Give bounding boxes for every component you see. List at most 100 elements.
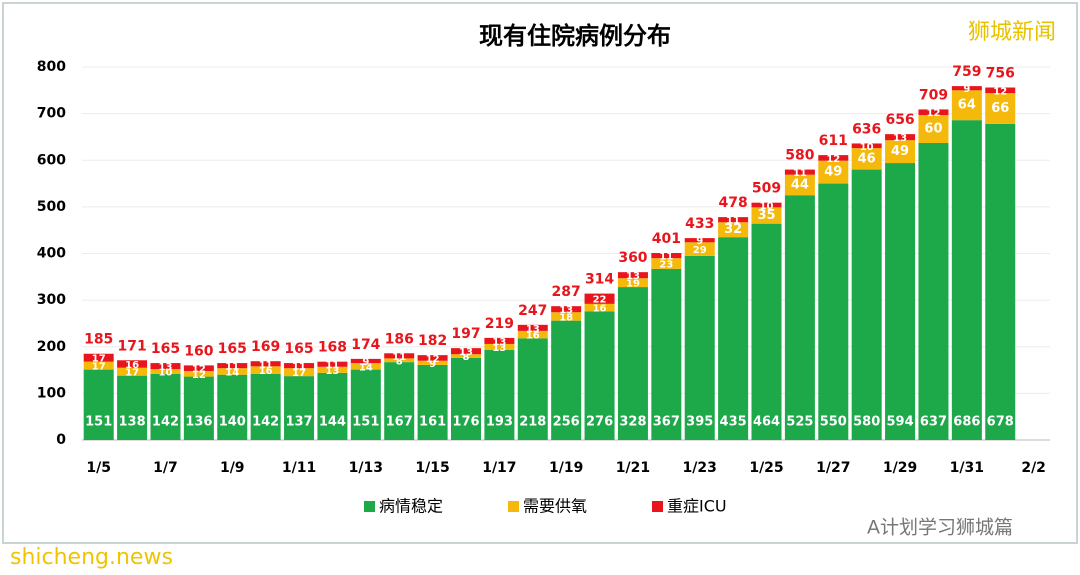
bar-segment bbox=[517, 338, 548, 440]
bar-segment bbox=[250, 366, 281, 374]
bar-segment bbox=[985, 123, 1016, 440]
bar-segment bbox=[217, 374, 248, 440]
x-tick-label: 1/15 bbox=[415, 460, 449, 476]
y-tick-label: 300 bbox=[37, 292, 66, 308]
bar-segment bbox=[384, 358, 415, 363]
total-label: 433 bbox=[685, 216, 714, 232]
segment-label: 151 bbox=[352, 415, 379, 430]
total-label: 509 bbox=[752, 181, 781, 197]
total-label: 182 bbox=[418, 333, 447, 349]
bar-segment bbox=[651, 258, 682, 269]
segment-label: 161 bbox=[419, 415, 446, 430]
segment-label: 13 bbox=[492, 337, 506, 348]
segment-label: 140 bbox=[219, 415, 246, 430]
bar-segment bbox=[150, 373, 181, 440]
bar-segment bbox=[918, 109, 949, 116]
total-label: 360 bbox=[618, 250, 647, 266]
y-tick-label: 400 bbox=[37, 246, 66, 262]
total-label: 314 bbox=[585, 272, 614, 288]
total-label: 185 bbox=[84, 332, 113, 348]
x-tick-label: 1/25 bbox=[749, 460, 783, 476]
segment-label: 66 bbox=[991, 101, 1009, 116]
segment-label: 16 bbox=[125, 360, 139, 371]
bar-segment bbox=[617, 272, 648, 279]
segment-label: 12 bbox=[192, 370, 206, 381]
segment-label: 13 bbox=[526, 324, 540, 335]
x-tick-label: 1/31 bbox=[950, 460, 984, 476]
segment-label: 11 bbox=[325, 360, 339, 371]
bar-segment bbox=[751, 223, 782, 440]
bar-segment bbox=[718, 237, 749, 440]
bar-segment bbox=[183, 376, 214, 440]
segment-label: 11 bbox=[659, 252, 673, 263]
bar-segment bbox=[751, 207, 782, 224]
bar-segment bbox=[117, 360, 148, 368]
segment-label: 9 bbox=[963, 84, 970, 95]
segment-label: 686 bbox=[953, 415, 980, 430]
bar-segment bbox=[818, 155, 849, 161]
bar-segment bbox=[450, 348, 481, 355]
total-label: 165 bbox=[218, 341, 247, 357]
segment-label: 35 bbox=[757, 208, 775, 223]
bar-segment bbox=[718, 217, 749, 223]
segment-label: 176 bbox=[452, 415, 479, 430]
segment-label: 580 bbox=[853, 415, 880, 430]
total-label: 219 bbox=[485, 316, 514, 332]
bar-segment bbox=[484, 343, 515, 351]
segment-label: 17 bbox=[92, 362, 106, 373]
total-label: 478 bbox=[719, 195, 748, 211]
legend-swatch bbox=[652, 501, 663, 512]
segment-label: 13 bbox=[559, 305, 573, 316]
segment-label: 11 bbox=[793, 168, 807, 179]
bar-segment bbox=[484, 350, 515, 440]
bar-segment bbox=[885, 134, 916, 141]
bar-segment bbox=[551, 320, 582, 440]
segment-label: 10 bbox=[760, 201, 774, 212]
segment-label: 49 bbox=[891, 144, 909, 159]
segment-label: 16 bbox=[259, 366, 273, 377]
x-tick-label: 1/13 bbox=[349, 460, 383, 476]
bar-segment bbox=[183, 370, 214, 377]
total-label: 165 bbox=[284, 341, 313, 357]
segment-label: 12 bbox=[826, 154, 840, 165]
total-label: 709 bbox=[919, 87, 948, 103]
segment-label: 218 bbox=[519, 415, 546, 430]
segment-label: 550 bbox=[820, 415, 847, 430]
segment-label: 637 bbox=[920, 415, 947, 430]
segment-label: 9 bbox=[362, 357, 369, 368]
legend-label: 需要供氧 bbox=[523, 497, 587, 516]
watermark: shicheng.news bbox=[10, 545, 173, 570]
bar-segment bbox=[517, 330, 548, 339]
segment-label: 12 bbox=[426, 354, 440, 365]
segment-label: 12 bbox=[993, 86, 1007, 97]
bar-segment bbox=[651, 268, 682, 440]
segment-label: 11 bbox=[225, 362, 239, 373]
segment-label: 29 bbox=[693, 245, 707, 256]
chart-title: 现有住院病例分布 bbox=[479, 22, 671, 50]
bar-segment bbox=[317, 361, 348, 367]
bar-segment bbox=[317, 366, 348, 373]
x-tick-label: 1/17 bbox=[482, 460, 516, 476]
watermark: A计划学习狮城篇 bbox=[867, 517, 1013, 539]
segment-label: 9 bbox=[696, 236, 703, 247]
segment-label: 17 bbox=[125, 368, 139, 379]
segment-label: 49 bbox=[824, 165, 842, 180]
bar-segment bbox=[450, 357, 481, 440]
segment-label: 395 bbox=[686, 415, 713, 430]
total-label: 160 bbox=[184, 343, 213, 359]
watermark: 狮城新闻 bbox=[968, 20, 1056, 45]
segment-label: 525 bbox=[786, 415, 813, 430]
bar-segment bbox=[951, 90, 982, 121]
segment-label: 13 bbox=[893, 133, 907, 144]
bar-segment bbox=[450, 354, 481, 358]
x-tick-label: 1/5 bbox=[86, 460, 111, 476]
segment-label: 193 bbox=[486, 415, 513, 430]
segment-label: 144 bbox=[319, 415, 346, 430]
bar-segment bbox=[751, 202, 782, 208]
segment-label: 594 bbox=[887, 415, 914, 430]
x-tick-label: 1/29 bbox=[883, 460, 917, 476]
x-tick-label: 1/7 bbox=[153, 460, 178, 476]
total-label: 611 bbox=[819, 133, 848, 149]
total-label: 171 bbox=[117, 338, 146, 354]
